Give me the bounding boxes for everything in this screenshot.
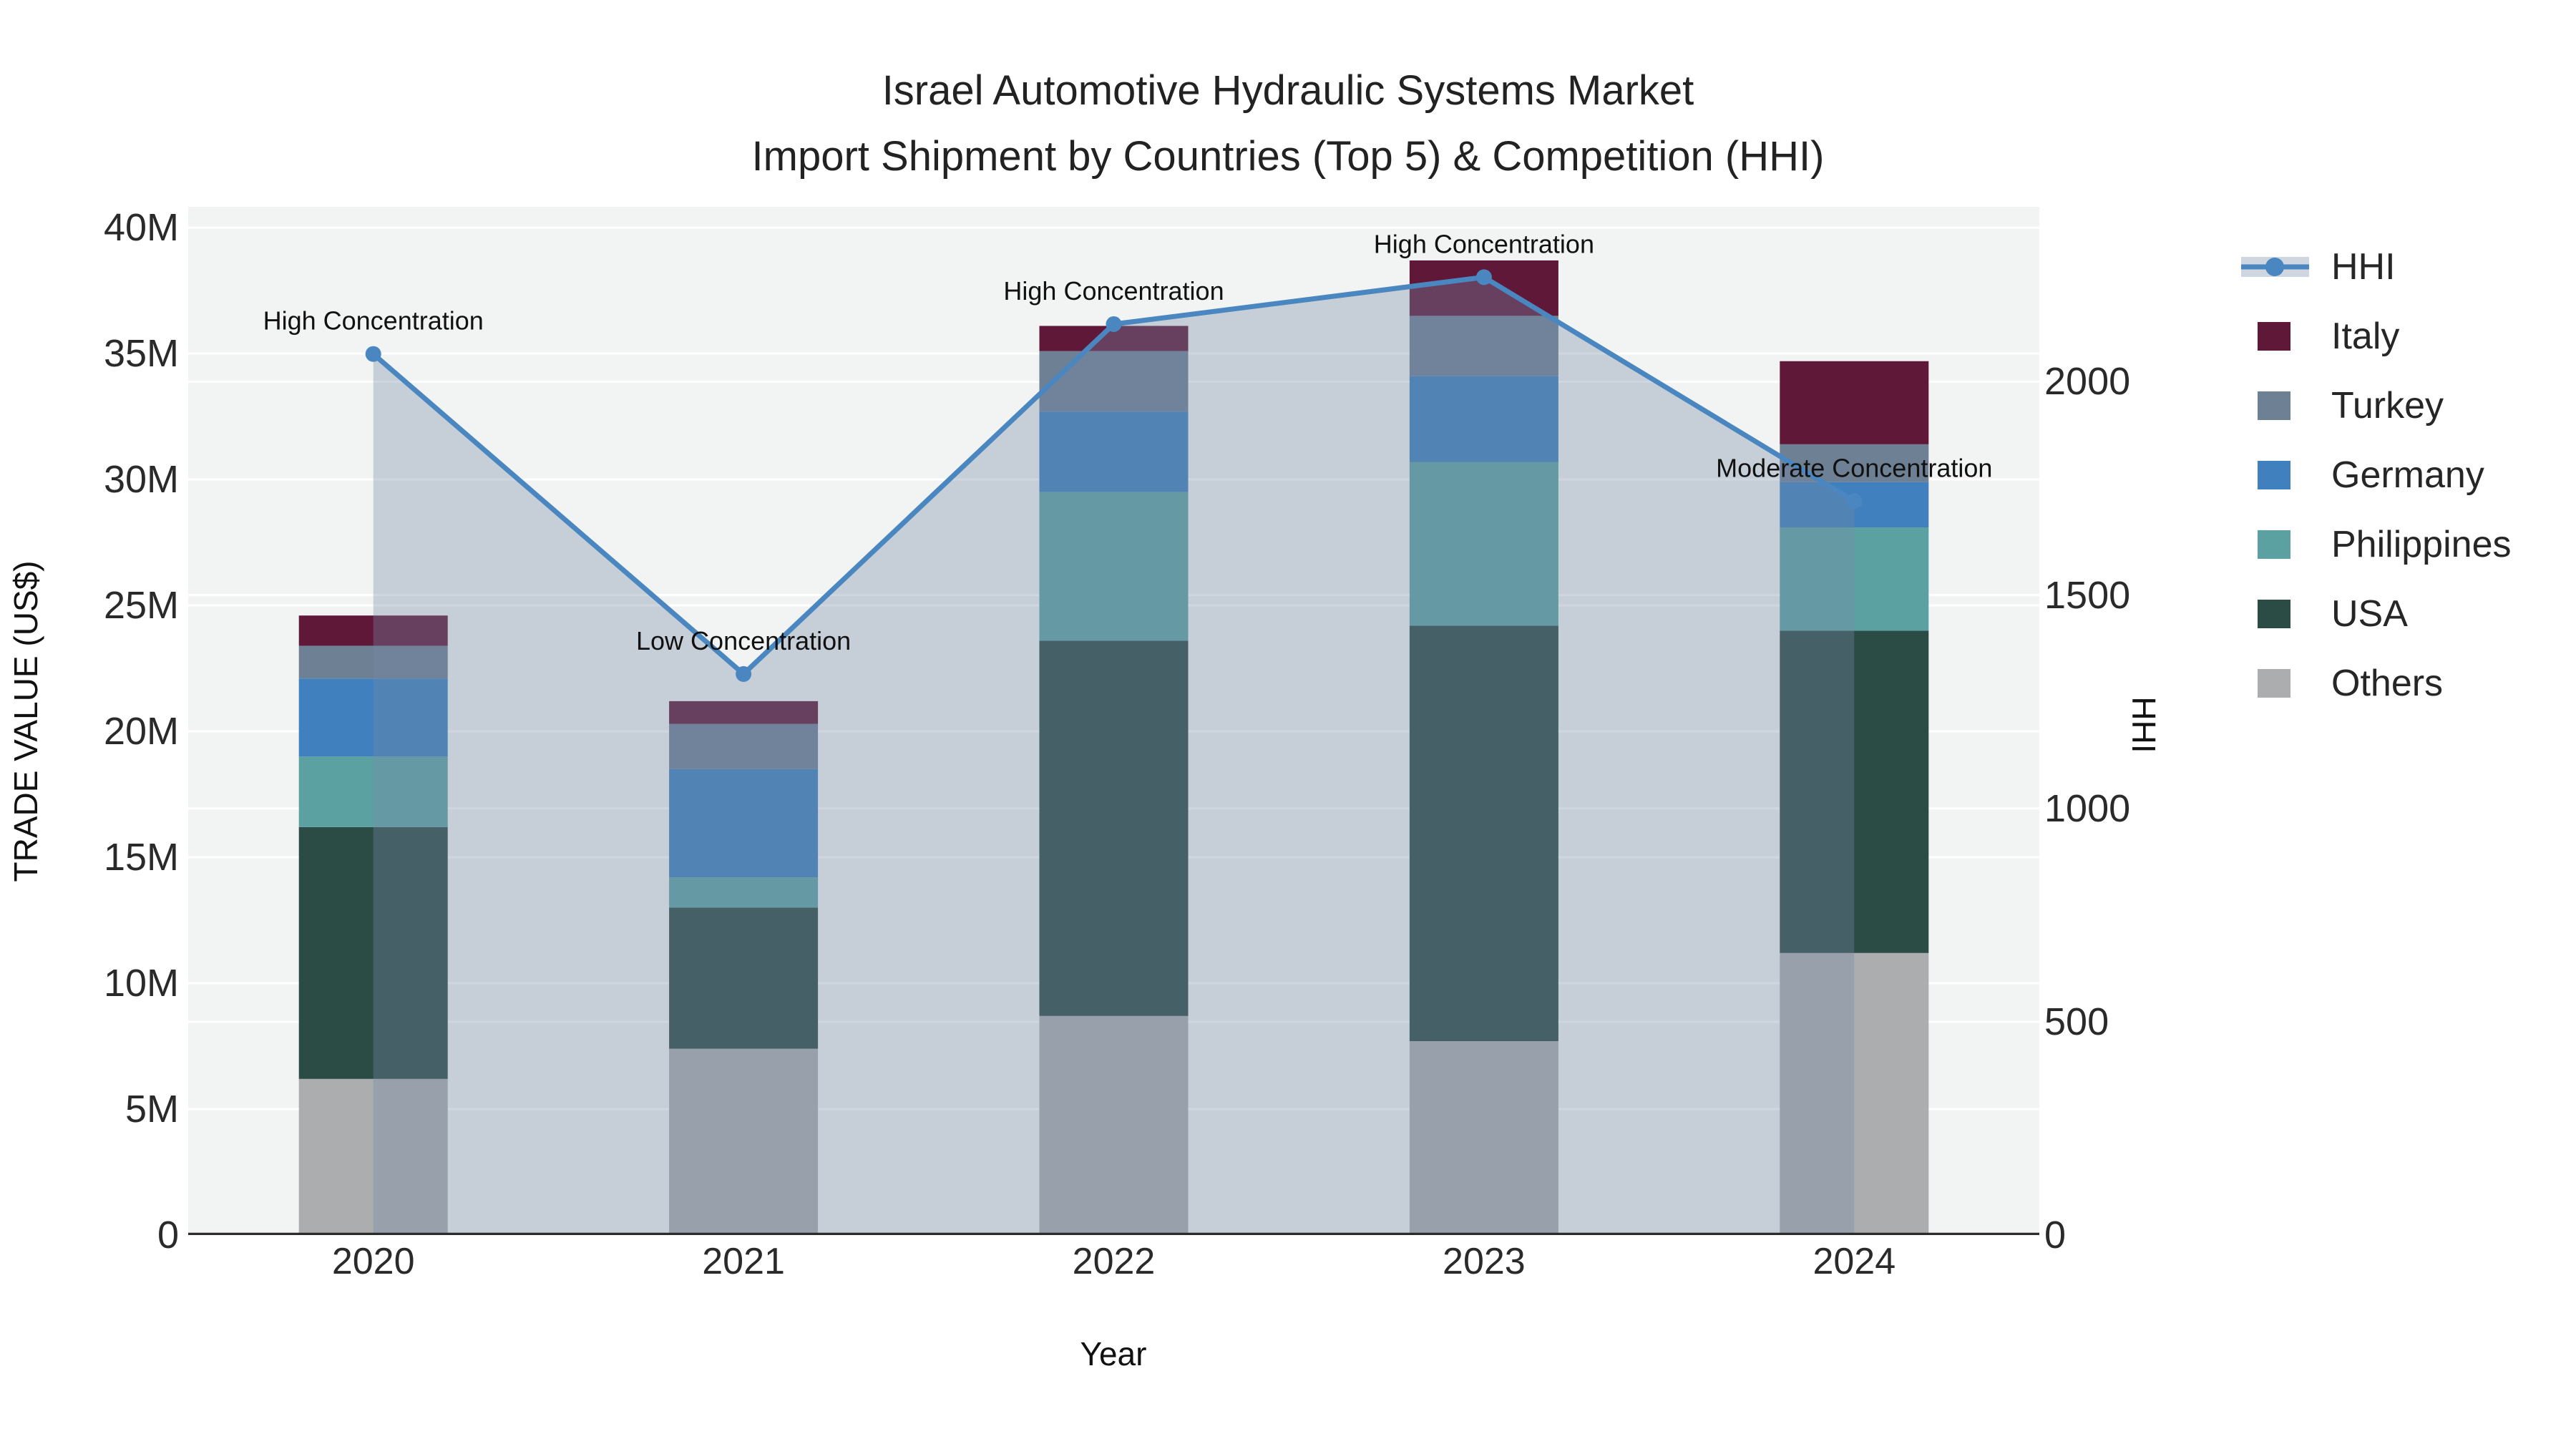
legend-item-usa[interactable]: USA (2241, 579, 2512, 648)
bar-segment-philippines-2021[interactable] (669, 877, 819, 908)
legend-item-others[interactable]: Others (2241, 648, 2512, 718)
bar-segment-philippines-2024[interactable] (1780, 527, 1929, 631)
legend-label: USA (2331, 592, 2408, 635)
bar-segment-usa-2022[interactable] (1039, 640, 1189, 1016)
chart-title-line2: Import Shipment by Countries (Top 5) & C… (751, 133, 1825, 180)
bar-segment-others-2023[interactable] (1409, 1041, 1558, 1235)
legend-square (2258, 530, 2290, 559)
legend-square (2258, 599, 2290, 628)
bar-segment-turkey-2022[interactable] (1039, 351, 1189, 412)
bar-segment-philippines-2022[interactable] (1039, 492, 1189, 641)
bar-segment-turkey-2020[interactable] (298, 645, 448, 679)
legend-item-hhi[interactable]: HHI (2241, 232, 2512, 301)
bar-segment-others-2024[interactable] (1780, 952, 1929, 1235)
annotation-2021: Low Concentration (636, 626, 851, 655)
bar-segment-others-2021[interactable] (669, 1048, 819, 1235)
bar-segment-usa-2023[interactable] (1409, 625, 1558, 1042)
hhi-marker-2023[interactable] (1475, 269, 1492, 286)
bar-segment-usa-2024[interactable] (1780, 630, 1929, 953)
y-left-tick-10M: 10M (103, 962, 179, 1005)
y-left-tick-5M: 5M (125, 1088, 179, 1131)
bar-segment-germany-2022[interactable] (1039, 411, 1189, 492)
y-axis-title-right: HHI (2125, 696, 2162, 753)
bar-segment-turkey-2024[interactable] (1780, 444, 1929, 482)
germany-color-swatch-icon (2241, 460, 2310, 489)
annotation-2022: High Concentration (1003, 276, 1224, 306)
bar-segment-others-2022[interactable] (1039, 1015, 1189, 1235)
bar-segment-italy-2021[interactable] (669, 701, 819, 724)
legend-square (2258, 391, 2290, 420)
legend-square (2258, 460, 2290, 489)
philippines-color-swatch-icon (2241, 530, 2310, 559)
x-axis-title: Year (1080, 1335, 1147, 1372)
italy-color-swatch-icon (2241, 321, 2310, 351)
hhi-marker-2020[interactable] (365, 346, 381, 362)
bar-segment-italy-2024[interactable] (1780, 361, 1929, 444)
bar-segment-usa-2020[interactable] (298, 826, 448, 1079)
y-right-tick-1000: 1000 (2044, 786, 2131, 830)
y-right-tick-0: 0 (2044, 1214, 2067, 1257)
legend-label: HHI (2331, 245, 2396, 288)
legend-label: Turkey (2331, 384, 2444, 426)
legend-square (2258, 668, 2290, 698)
legend-item-philippines[interactable]: Philippines (2241, 509, 2512, 579)
legend-label: Others (2331, 662, 2444, 704)
bar-segment-germany-2020[interactable] (298, 678, 448, 757)
y-left-tick-20M: 20M (103, 710, 179, 753)
hhi-marker-2024[interactable] (1846, 493, 1863, 509)
x-tick-2020: 2020 (331, 1241, 415, 1282)
y-left-tick-35M: 35M (103, 332, 179, 376)
hhi-marker-2022[interactable] (1106, 316, 1122, 332)
usa-color-swatch-icon (2241, 599, 2310, 628)
x-tick-2022: 2022 (1072, 1241, 1156, 1282)
bar-segment-germany-2023[interactable] (1409, 376, 1558, 462)
y-right-tick-500: 500 (2044, 1000, 2109, 1043)
y-left-tick-30M: 30M (103, 458, 179, 502)
x-tick-2023: 2023 (1443, 1241, 1526, 1282)
legend-square (2258, 321, 2290, 351)
chart-title: Israel Automotive Hydraulic Systems Mark… (0, 58, 2576, 190)
legend: HHI Italy Turkey Germany Philippines USA Other… (2241, 232, 2512, 718)
bar-segment-others-2020[interactable] (298, 1078, 448, 1235)
hhi-area-fill (373, 277, 1855, 1235)
bar-segment-usa-2021[interactable] (669, 907, 819, 1049)
legend-label: Philippines (2331, 523, 2512, 565)
y-left-tick-40M: 40M (103, 206, 179, 250)
legend-item-turkey[interactable]: Turkey (2241, 371, 2512, 440)
y-right-tick-1500: 1500 (2044, 573, 2131, 617)
bar-segment-philippines-2023[interactable] (1409, 462, 1558, 626)
y-left-tick-25M: 25M (103, 584, 179, 628)
others-color-swatch-icon (2241, 668, 2310, 698)
legend-item-italy[interactable]: Italy (2241, 301, 2512, 371)
turkey-color-swatch-icon (2241, 391, 2310, 420)
hhi-line-swatch-icon (2241, 249, 2310, 285)
plot-area: High Concentration Low Concentration High … (188, 207, 2039, 1235)
legend-item-germany[interactable]: Germany (2241, 440, 2512, 509)
y-right-tick-2000: 2000 (2044, 360, 2131, 404)
annotation-2023: High Concentration (1374, 229, 1594, 258)
hhi-marker-2021[interactable] (736, 665, 752, 682)
bar-segment-turkey-2021[interactable] (669, 723, 819, 769)
bar-segment-italy-2020[interactable] (298, 615, 448, 646)
legend-label: Italy (2331, 315, 2400, 357)
annotation-2024: Moderate Concentration (1716, 453, 1992, 482)
chart-title-line1: Israel Automotive Hydraulic Systems Mark… (882, 67, 1694, 114)
annotation-2020: High Concentration (263, 306, 484, 336)
y-left-tick-0: 0 (157, 1214, 179, 1257)
bar-segment-turkey-2023[interactable] (1409, 316, 1558, 376)
x-tick-2021: 2021 (702, 1241, 785, 1282)
x-tick-2024: 2024 (1813, 1241, 1896, 1282)
legend-label: Germany (2331, 454, 2484, 496)
bar-segment-germany-2021[interactable] (669, 769, 819, 878)
bar-segment-philippines-2020[interactable] (298, 756, 448, 827)
y-left-tick-15M: 15M (103, 836, 179, 879)
